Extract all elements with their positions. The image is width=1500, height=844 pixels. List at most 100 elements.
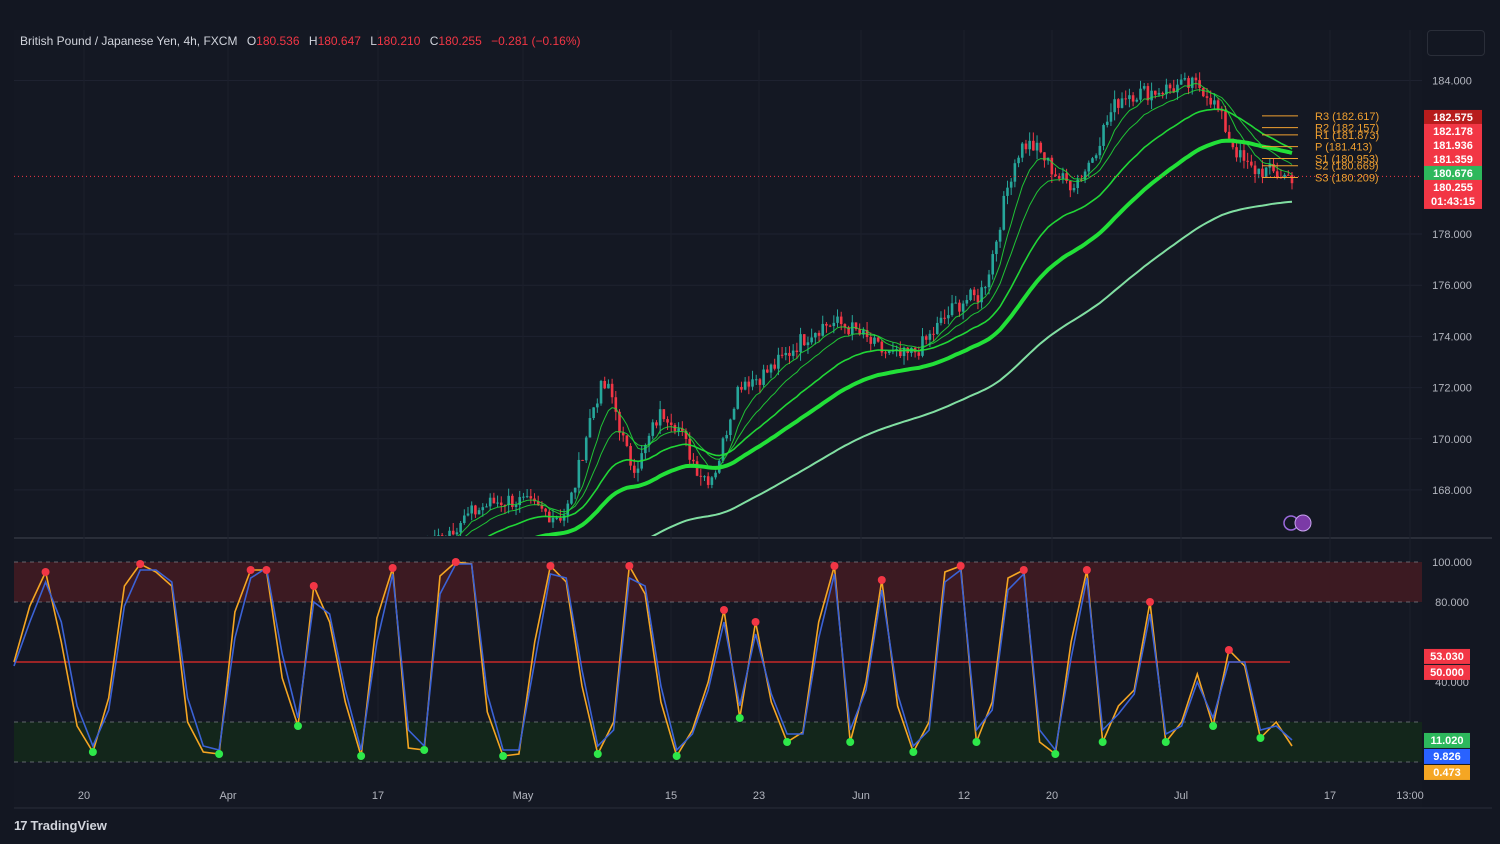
oscillator-peak-marker: [1082, 566, 1091, 574]
time-tick-label: 12: [958, 790, 970, 802]
candle-body: [1028, 140, 1031, 150]
candle-body: [466, 513, 470, 516]
price-badge: [1424, 109, 1482, 125]
price-tick-label: 170.000: [1432, 434, 1472, 446]
oscillator-peak-marker: [388, 564, 397, 572]
candle-body: [1238, 150, 1242, 158]
candle-body: [1216, 100, 1220, 111]
candle-body: [788, 352, 791, 356]
candle-body: [984, 287, 987, 289]
candle-body: [695, 461, 699, 476]
price-badge: [1424, 165, 1482, 181]
price-tick-label: 178.000: [1432, 229, 1472, 241]
candle-body: [688, 439, 692, 460]
pivot-level-label: P (181.413): [1315, 142, 1372, 154]
tradingview-name: TradingView: [30, 818, 107, 833]
candle-body: [873, 337, 876, 344]
candle-body: [492, 497, 496, 504]
candle-body: [1035, 142, 1039, 151]
toolbar-box[interactable]: [1427, 30, 1485, 56]
candle-body: [625, 435, 629, 447]
moving-average-line: [650, 200, 1293, 536]
oscillator-badge-text: 11.020: [1430, 735, 1463, 747]
candle-body: [710, 477, 714, 485]
price-badge-text: 181.359: [1433, 154, 1473, 166]
candle-body: [677, 428, 680, 432]
legend-header: British Pound / Japanese Yen, 4h, FXCM O…: [20, 34, 581, 48]
oscillator-trough-marker: [420, 746, 429, 754]
oscillator-trough-marker: [593, 750, 602, 758]
candle-body: [961, 303, 965, 312]
price-badge: [1424, 137, 1482, 153]
candle-body: [1168, 84, 1172, 89]
candle-body: [950, 303, 954, 316]
candle-body: [899, 349, 902, 357]
candle-body: [1205, 96, 1209, 98]
candle-body: [1098, 145, 1102, 156]
candle-body: [1142, 86, 1146, 89]
time-tick-label: May: [513, 790, 534, 802]
symbol-title[interactable]: British Pound / Japanese Yen, 4h, FXCM: [20, 34, 238, 48]
candle-body: [1161, 92, 1164, 95]
moving-average-line: [534, 138, 1293, 536]
candle-body: [584, 437, 588, 461]
oscillator-trough-marker: [1256, 734, 1265, 742]
candle-body: [655, 422, 658, 426]
tradingview-brand[interactable]: 17 TradingView: [14, 818, 107, 833]
candle-body: [1009, 181, 1013, 188]
candle-body: [884, 352, 887, 354]
price-badge-text: 182.575: [1433, 112, 1473, 124]
time-tick-label: 17: [372, 790, 384, 802]
candle-body: [1153, 90, 1157, 95]
candle-body: [706, 476, 710, 485]
candle-body: [991, 254, 995, 275]
price-badge-text: 01:43:15: [1431, 196, 1475, 208]
oscillator-trough-marker: [88, 748, 97, 756]
candle-body: [544, 508, 547, 512]
overbought-zone: [14, 562, 1422, 602]
candle-body: [1076, 179, 1079, 189]
high-label: H: [308, 34, 318, 48]
oscillator-tick-label: 80.000: [1435, 597, 1469, 609]
candle-body: [828, 325, 832, 327]
candle-body: [969, 289, 972, 301]
candle-body: [621, 432, 625, 436]
pivot-level-label: S3 (180.209): [1315, 172, 1379, 184]
pivot-level-label: S1 (180.953): [1315, 153, 1379, 165]
candle-body: [843, 324, 847, 328]
candle-body: [721, 438, 725, 461]
candle-body: [1290, 175, 1294, 184]
candle-body: [917, 352, 921, 356]
candle-body: [1176, 84, 1179, 93]
oscillator-peak-marker: [830, 562, 839, 570]
candle-body: [496, 502, 499, 504]
candle-body: [1135, 99, 1139, 102]
oscillator-peak-marker: [309, 582, 318, 590]
oscillator-peak-marker: [546, 562, 555, 570]
candle-body: [740, 386, 743, 390]
low-value: 180.210: [376, 34, 421, 48]
candle-body: [440, 535, 444, 536]
candle-body: [1057, 176, 1061, 179]
oscillator-peak-marker: [1224, 646, 1233, 654]
candle-body: [433, 535, 437, 536]
candle-body: [607, 383, 610, 389]
candle-body: [1050, 157, 1054, 175]
candle-body: [1183, 78, 1187, 80]
candle-body: [1242, 150, 1246, 161]
price-pane-bg: [14, 30, 1422, 536]
candle-body: [1020, 143, 1024, 158]
candle-body: [1083, 171, 1087, 180]
candle-body: [869, 337, 873, 344]
moving-average-line: [487, 108, 1293, 536]
time-tick-label: 13:00: [1396, 790, 1424, 802]
time-tick-label: 15: [665, 790, 677, 802]
high-value: 180.647: [317, 34, 361, 48]
pivot-level-label: R1 (181.873): [1315, 130, 1379, 142]
candle-body: [836, 316, 839, 323]
candle-body: [802, 334, 806, 346]
oscillator-trough-marker: [294, 722, 302, 730]
candle-body: [1231, 138, 1235, 148]
candle-body: [1209, 97, 1213, 105]
